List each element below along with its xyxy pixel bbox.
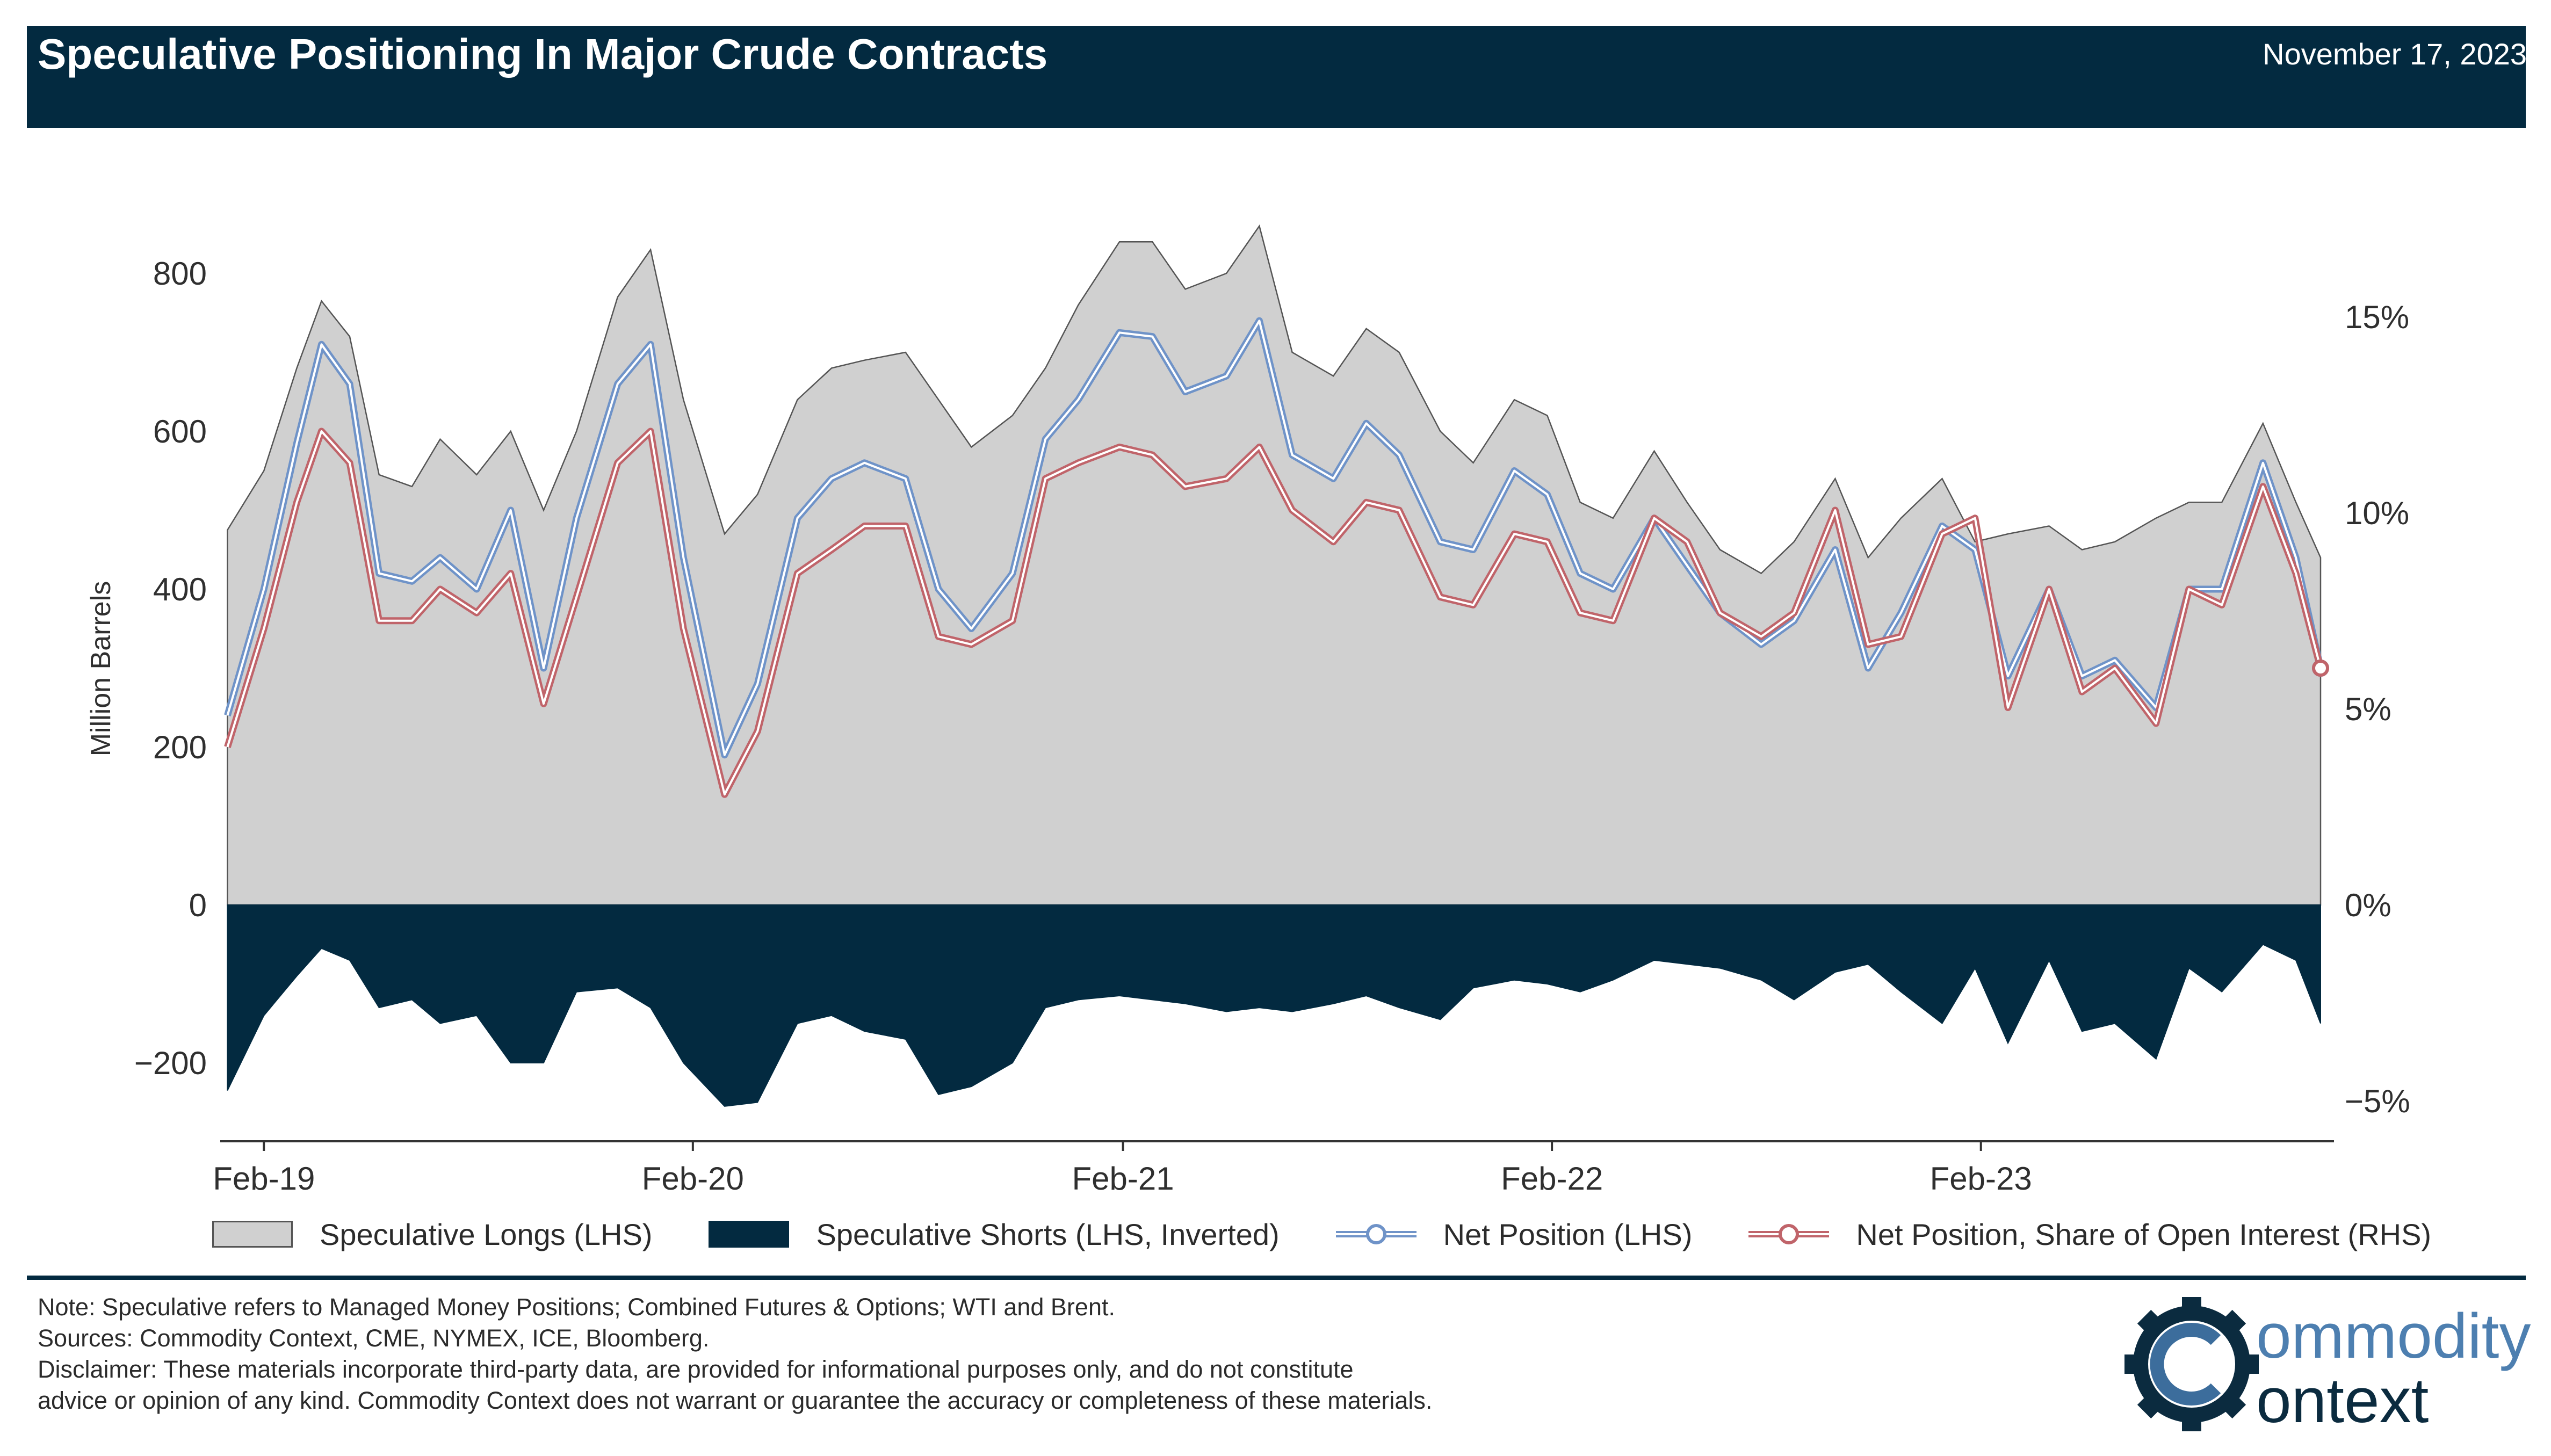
x-tick-label: Feb-23 — [1930, 1161, 2032, 1197]
net-position-line-inner — [226, 320, 2322, 756]
chart-title: Speculative Positioning In Major Crude C… — [38, 30, 1048, 78]
x-tick-label: Feb-22 — [1501, 1161, 1603, 1197]
disclaimer-line-2: advice or opinion of any kind. Commodity… — [38, 1387, 1433, 1414]
legend-swatch-share — [1748, 1224, 1830, 1244]
x-tick-label: Feb-19 — [213, 1161, 315, 1197]
legend-swatch-net — [1335, 1224, 1417, 1244]
y-left-tick-label: 200 — [153, 729, 207, 765]
x-tick-label: Feb-20 — [642, 1161, 744, 1197]
shorts-area — [227, 904, 2321, 1107]
y-right-tick-label: 5% — [2345, 691, 2391, 727]
legend-label-net: Net Position (LHS) — [1443, 1217, 1693, 1251]
longs-area — [227, 224, 2322, 906]
legend-swatch-shorts — [709, 1221, 790, 1248]
legend-item-shorts: Speculative Shorts (LHS, Inverted) — [709, 1217, 1280, 1252]
y-right-tick-label: 15% — [2345, 299, 2409, 335]
sources-line: Sources: Commodity Context, CME, NYMEX, … — [38, 1324, 710, 1352]
legend: Speculative Longs (LHS) Speculative Shor… — [212, 1213, 2488, 1256]
x-tick-label: Feb-21 — [1072, 1161, 1174, 1197]
report-date: November 17, 2023 — [2263, 37, 2527, 71]
footnotes: Note: Speculative refers to Managed Mone… — [38, 1292, 1432, 1416]
net-share-end-marker — [2312, 660, 2329, 677]
header-bar — [27, 26, 2526, 128]
plot-layer — [224, 224, 2329, 1107]
y-axis-title: Million Barrels — [85, 581, 117, 757]
legend-item-share: Net Position, Share of Open Interest (RH… — [1748, 1217, 2431, 1252]
footer-divider — [27, 1276, 2526, 1280]
commodity-context-logo: ommodity ontext — [2122, 1284, 2531, 1445]
legend-item-net: Net Position (LHS) — [1335, 1217, 1693, 1252]
y-right-tick-label: 0% — [2345, 887, 2391, 923]
y-right-tick-label: 10% — [2345, 495, 2409, 531]
y-right-tick-label: −5% — [2345, 1083, 2410, 1119]
y-left-tick-label: 800 — [153, 256, 207, 292]
y-left-tick-label: −200 — [134, 1045, 207, 1081]
y-left-tick-label: 0 — [189, 887, 207, 923]
net-share-line-inner — [226, 430, 2322, 796]
legend-label-share: Net Position, Share of Open Interest (RH… — [1856, 1217, 2432, 1251]
chart-area: Feb-19 Feb-20 Feb-21 Feb-22 Feb-23 −200 0 200 40… — [85, 224, 2410, 1197]
note-line: Note: Speculative refers to Managed Mone… — [38, 1293, 1115, 1321]
legend-item-longs: Speculative Longs (LHS) — [212, 1217, 652, 1252]
y-left-tick-label: 600 — [153, 414, 207, 450]
gear-icon — [2124, 1297, 2259, 1431]
legend-label-longs: Speculative Longs (LHS) — [320, 1217, 653, 1251]
y-left-tick-label: 400 — [153, 571, 207, 607]
logo-text-bottom: ontext — [2256, 1365, 2429, 1436]
logo-text-top: ommodity — [2256, 1301, 2531, 1372]
axes-layer: Feb-19 Feb-20 Feb-21 Feb-22 Feb-23 −200 0 200 40… — [85, 256, 2410, 1197]
legend-label-shorts: Speculative Shorts (LHS, Inverted) — [816, 1217, 1280, 1251]
disclaimer-line: Disclaimer: These materials incorporate … — [38, 1356, 1354, 1383]
legend-swatch-longs — [212, 1221, 293, 1248]
